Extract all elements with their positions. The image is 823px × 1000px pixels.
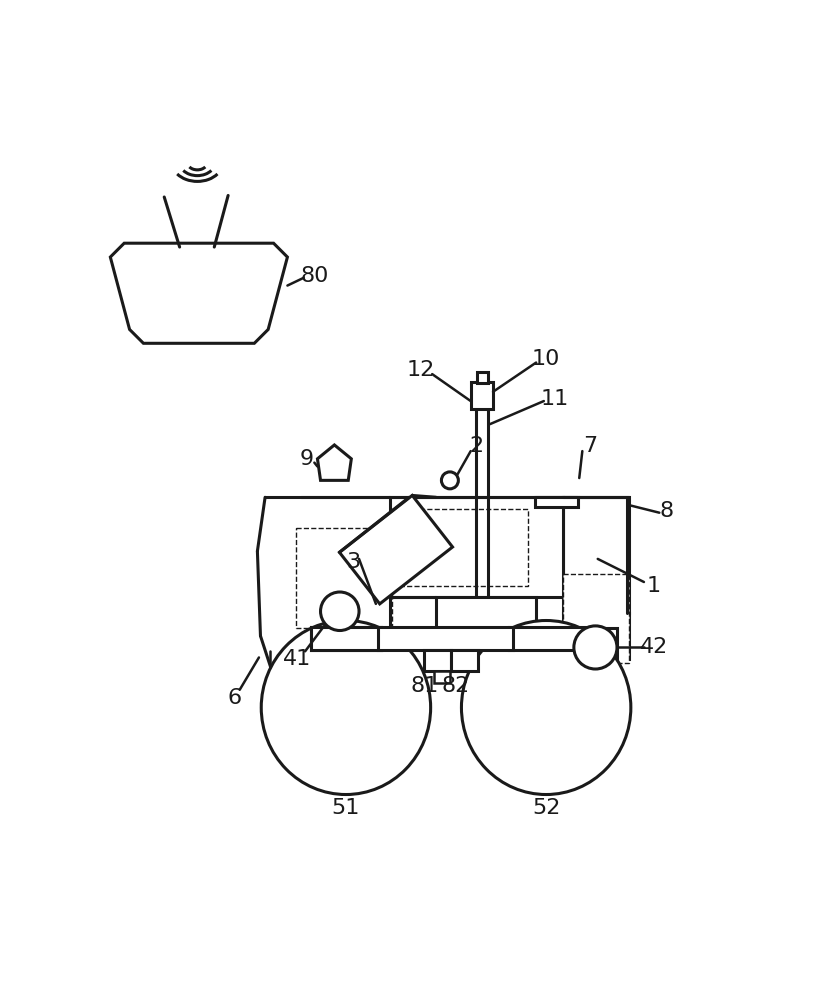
Bar bbox=[301, 574, 390, 620]
Text: 80: 80 bbox=[300, 266, 328, 286]
Text: 8: 8 bbox=[660, 501, 674, 521]
Circle shape bbox=[574, 626, 617, 669]
Ellipse shape bbox=[261, 620, 430, 795]
Bar bbox=[509, 627, 586, 650]
Bar bbox=[435, 671, 450, 683]
Ellipse shape bbox=[462, 620, 631, 795]
Bar bbox=[452, 650, 478, 671]
Bar bbox=[311, 627, 380, 650]
Text: 82: 82 bbox=[441, 676, 469, 696]
Bar bbox=[301, 536, 390, 613]
Text: 41: 41 bbox=[283, 649, 312, 669]
Bar bbox=[296, 528, 392, 628]
Bar bbox=[390, 509, 528, 586]
Bar bbox=[574, 628, 617, 667]
Polygon shape bbox=[339, 495, 453, 604]
Text: 12: 12 bbox=[407, 360, 435, 380]
Bar bbox=[390, 497, 563, 597]
Text: 7: 7 bbox=[583, 436, 597, 456]
Bar bbox=[379, 627, 513, 650]
Polygon shape bbox=[318, 445, 351, 480]
Text: 1: 1 bbox=[646, 576, 660, 596]
Bar bbox=[322, 597, 357, 625]
Polygon shape bbox=[110, 243, 287, 343]
Text: 11: 11 bbox=[541, 389, 569, 409]
Bar bbox=[536, 497, 578, 507]
Text: 51: 51 bbox=[332, 798, 360, 818]
Text: 3: 3 bbox=[346, 552, 360, 572]
Bar bbox=[313, 574, 367, 620]
Bar bbox=[311, 627, 380, 650]
Text: 2: 2 bbox=[469, 436, 483, 456]
Text: 10: 10 bbox=[531, 349, 560, 369]
Text: 9: 9 bbox=[300, 449, 314, 469]
Text: 81: 81 bbox=[411, 676, 439, 696]
Text: 42: 42 bbox=[639, 637, 668, 657]
Bar bbox=[425, 650, 452, 671]
Text: 52: 52 bbox=[532, 798, 560, 818]
Bar bbox=[477, 372, 487, 383]
Bar bbox=[436, 597, 536, 636]
Circle shape bbox=[441, 472, 458, 489]
Circle shape bbox=[320, 592, 359, 631]
Bar bbox=[563, 613, 629, 659]
Text: 6: 6 bbox=[227, 688, 241, 708]
Bar bbox=[472, 382, 493, 409]
Bar bbox=[563, 497, 629, 613]
Bar bbox=[563, 574, 629, 663]
